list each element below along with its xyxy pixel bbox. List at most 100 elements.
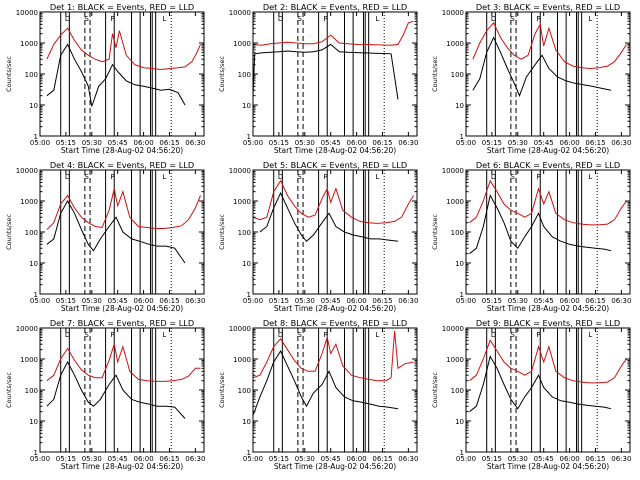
y-tick-label: 1 <box>247 291 251 299</box>
x-tick-label: 05:00 <box>30 297 50 305</box>
x-tick-label: 06:15 <box>159 139 179 147</box>
y-tick-label: 100 <box>25 229 38 237</box>
y-tick-label: 10000 <box>16 167 38 175</box>
x-tick-label: 05:15 <box>482 297 502 305</box>
detector-panel: Det 7: BLACK = Events, RED = LLD D S P L 1 10 1… <box>5 318 205 471</box>
x-tick-label: 06:00 <box>559 455 579 463</box>
x-tick-label: 05:45 <box>534 139 554 147</box>
event-marker-label: S <box>510 331 515 339</box>
x-tick-label: 05:45 <box>534 455 554 463</box>
y-tick-label: 10 <box>29 102 38 110</box>
x-tick-label: 06:15 <box>372 297 392 305</box>
event-marker-label: L <box>588 173 592 181</box>
y-tick-label: 10000 <box>229 9 251 17</box>
x-tick-label: 05:15 <box>56 297 76 305</box>
y-tick-label: 10000 <box>229 325 251 333</box>
panel-title: Det 4: BLACK = Events, RED = LLD <box>50 160 194 170</box>
events-series-line <box>46 360 186 419</box>
lld-series-line <box>252 20 414 46</box>
lld-series-line <box>472 21 627 70</box>
lld-series-line <box>46 188 201 230</box>
x-tick-label: 06:30 <box>185 139 205 147</box>
y-tick-label: 1 <box>247 133 251 141</box>
x-axis-label: Start Time (28-Aug-02 04:56:20) <box>61 304 183 313</box>
event-marker-label: P <box>536 173 540 181</box>
y-tick-label: 1000 <box>20 198 38 206</box>
x-tick-label: 06:30 <box>185 455 205 463</box>
panel-title: Det 9: BLACK = Events, RED = LLD <box>476 318 620 328</box>
x-tick-label: 06:30 <box>611 297 631 305</box>
y-tick-label: 100 <box>238 229 251 237</box>
y-tick-label: 10 <box>29 260 38 268</box>
y-tick-label: 1000 <box>233 40 251 48</box>
lld-series-line <box>469 339 627 384</box>
y-tick-label: 10000 <box>229 167 251 175</box>
y-tick-label: 1000 <box>20 356 38 364</box>
y-tick-label: 100 <box>451 71 464 79</box>
lld-series-line <box>469 179 627 226</box>
x-tick-label: 05:30 <box>508 455 528 463</box>
y-tick-label: 10 <box>455 102 464 110</box>
event-marker-label: L <box>162 173 166 181</box>
event-marker-label: D <box>491 15 496 23</box>
panel-title: Det 5: BLACK = Events, RED = LLD <box>263 160 407 170</box>
y-tick-label: 1000 <box>446 356 464 364</box>
x-tick-label: 06:00 <box>346 139 366 147</box>
x-tick-label: 05:30 <box>295 455 315 463</box>
panel-title: Det 7: BLACK = Events, RED = LLD <box>50 318 194 328</box>
events-series-line <box>46 199 186 264</box>
events-series-line <box>472 36 612 98</box>
x-tick-label: 05:00 <box>30 139 50 147</box>
lld-series-line <box>46 344 201 382</box>
x-tick-label: 05:15 <box>269 297 289 305</box>
event-marker-label: S <box>84 331 89 339</box>
plot-frame <box>252 169 418 295</box>
event-marker-label: D <box>65 331 70 339</box>
y-tick-label: 1000 <box>233 198 251 206</box>
detector-panel: Det 1: BLACK = Events, RED = LLD D S P L 1 10 1… <box>5 2 205 155</box>
plot-frame <box>39 327 205 453</box>
x-tick-label: 05:00 <box>456 455 476 463</box>
y-tick-label: 1 <box>460 291 464 299</box>
y-tick-label: 1 <box>460 133 464 141</box>
x-tick-label: 06:15 <box>159 297 179 305</box>
y-axis-label: Counts/sec <box>431 214 439 250</box>
y-axis-label: Counts/sec <box>218 214 226 250</box>
events-series-line <box>46 43 186 107</box>
x-tick-label: 06:15 <box>585 139 605 147</box>
y-tick-label: 100 <box>25 387 38 395</box>
y-axis-label: Counts/sec <box>5 214 13 250</box>
event-marker-label: L <box>588 15 592 23</box>
x-tick-label: 05:45 <box>108 297 128 305</box>
x-tick-label: 05:45 <box>108 139 128 147</box>
x-axis-label: Start Time (28-Aug-02 04:56:20) <box>487 304 609 313</box>
detector-panel: Det 3: BLACK = Events, RED = LLD D S P L 1 10 1… <box>431 2 631 155</box>
event-marker-label: L <box>162 331 166 339</box>
x-tick-label: 05:15 <box>482 455 502 463</box>
event-marker-label: D <box>278 173 283 181</box>
x-tick-label: 05:00 <box>243 139 263 147</box>
event-marker-label: S <box>297 173 302 181</box>
event-marker-label: P <box>110 331 114 339</box>
x-tick-label: 05:45 <box>321 455 341 463</box>
x-axis-label: Start Time (28-Aug-02 04:56:20) <box>61 462 183 471</box>
x-tick-label: 06:00 <box>133 297 153 305</box>
x-axis-label: Start Time (28-Aug-02 04:56:20) <box>487 462 609 471</box>
y-tick-label: 1000 <box>446 198 464 206</box>
event-marker-label: S <box>84 173 89 181</box>
y-tick-label: 10000 <box>442 325 464 333</box>
x-axis-label: Start Time (28-Aug-02 04:56:20) <box>274 462 396 471</box>
x-tick-label: 06:30 <box>398 297 418 305</box>
x-tick-label: 05:00 <box>456 139 476 147</box>
x-tick-label: 05:30 <box>82 139 102 147</box>
event-marker-label: S <box>84 15 89 23</box>
x-axis-label: Start Time (28-Aug-02 04:56:20) <box>61 146 183 155</box>
x-tick-label: 06:15 <box>372 139 392 147</box>
event-marker-label: D <box>491 173 496 181</box>
x-tick-label: 05:45 <box>321 139 341 147</box>
x-tick-label: 06:30 <box>185 297 205 305</box>
y-axis-label: Counts/sec <box>431 56 439 92</box>
events-series-line <box>259 191 399 243</box>
y-tick-label: 1 <box>34 291 38 299</box>
